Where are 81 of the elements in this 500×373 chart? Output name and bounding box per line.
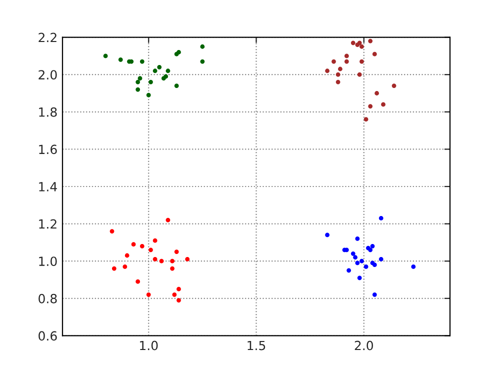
point	[370, 244, 375, 248]
point	[332, 59, 336, 64]
point	[200, 44, 205, 49]
point	[146, 292, 151, 297]
point	[350, 40, 356, 46]
point	[174, 250, 179, 254]
point	[360, 59, 364, 64]
point	[170, 258, 174, 264]
point	[140, 244, 144, 248]
point	[136, 279, 140, 284]
point	[136, 80, 140, 84]
point	[200, 59, 205, 64]
y-tick-label: 0.8	[38, 294, 57, 304]
point	[164, 74, 168, 79]
y-tick-label: 2.0	[38, 70, 57, 80]
point	[122, 264, 128, 269]
point	[336, 72, 340, 77]
point	[357, 276, 362, 280]
point	[138, 76, 142, 81]
point	[364, 264, 368, 269]
point	[140, 59, 144, 64]
point	[118, 57, 123, 62]
point	[103, 54, 108, 58]
point	[411, 264, 416, 269]
point	[146, 92, 151, 98]
point	[372, 292, 377, 297]
point	[355, 236, 360, 241]
y-tick-label: 1.6	[39, 144, 57, 154]
y-tick-label: 1.4	[39, 182, 57, 192]
point	[157, 64, 162, 70]
y-tick-label: 1.0	[39, 256, 57, 266]
point	[172, 292, 177, 297]
point	[185, 257, 190, 262]
point	[124, 253, 130, 258]
point	[110, 229, 114, 234]
point	[338, 66, 342, 72]
point	[392, 84, 396, 88]
point	[374, 91, 379, 96]
point	[355, 260, 360, 266]
point	[381, 102, 386, 107]
y-tick-label: 0.6	[38, 331, 57, 341]
point	[364, 117, 368, 122]
point	[378, 257, 384, 262]
point	[336, 80, 340, 84]
point	[152, 257, 158, 262]
point	[166, 68, 170, 74]
point	[353, 255, 358, 260]
y-tick-label: 1.2	[39, 219, 56, 229]
point	[346, 268, 352, 273]
point	[136, 87, 140, 92]
point	[174, 84, 179, 88]
point	[360, 258, 364, 264]
point	[170, 266, 174, 271]
point	[378, 216, 384, 220]
point	[357, 72, 362, 77]
x-tick-label: 1.0	[140, 340, 158, 350]
point	[368, 38, 373, 44]
x-tick-label: 1.5	[248, 340, 266, 350]
point	[372, 52, 377, 56]
y-tick-label: 2.2	[38, 32, 56, 42]
y-tick-label: 1.8	[39, 107, 57, 117]
point	[368, 248, 373, 252]
point	[176, 298, 181, 302]
point	[325, 232, 330, 238]
point	[176, 286, 181, 292]
point	[159, 258, 164, 264]
x-tick-label: 2.0	[354, 340, 373, 350]
point	[325, 68, 330, 74]
point	[152, 238, 158, 243]
point	[350, 251, 356, 256]
point	[176, 50, 181, 54]
point	[368, 104, 373, 108]
point	[148, 248, 153, 252]
point	[360, 44, 364, 49]
point	[148, 80, 153, 84]
point	[131, 242, 136, 247]
point	[152, 68, 158, 74]
point	[344, 54, 349, 58]
point	[112, 266, 116, 271]
point	[166, 218, 170, 222]
point	[344, 59, 349, 64]
